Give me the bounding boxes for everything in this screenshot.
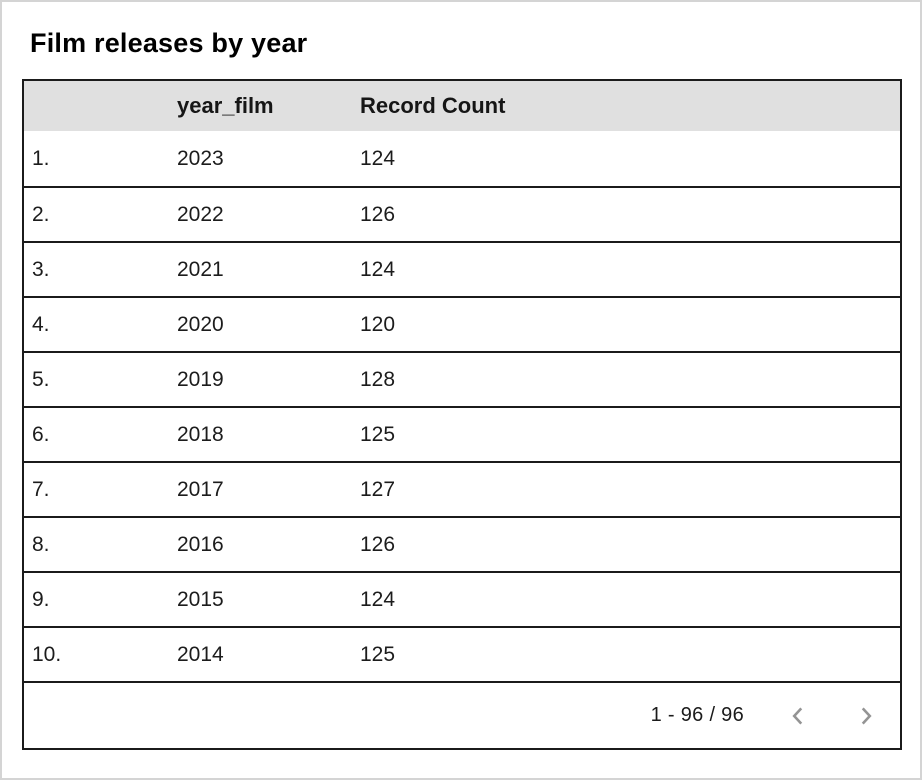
table-row: 7. 2017 127 bbox=[24, 461, 900, 516]
record-count-cell: 125 bbox=[360, 642, 396, 666]
year-film-cell: 2014 bbox=[177, 642, 224, 666]
row-index: 2. bbox=[32, 202, 50, 226]
table-row: 5. 2019 128 bbox=[24, 351, 900, 406]
previous-page-button[interactable] bbox=[784, 702, 812, 730]
record-count-cell: 124 bbox=[360, 257, 396, 281]
row-index: 9. bbox=[32, 587, 50, 611]
row-index: 1. bbox=[32, 146, 50, 170]
year-film-cell: 2015 bbox=[177, 587, 224, 611]
year-film-cell: 2016 bbox=[177, 532, 224, 556]
table-header-row: year_film Record Count bbox=[24, 81, 900, 131]
chevron-right-icon bbox=[853, 703, 879, 729]
row-index: 4. bbox=[32, 312, 50, 336]
record-count-cell: 126 bbox=[360, 202, 396, 226]
chart-title: Film releases by year bbox=[30, 28, 308, 58]
year-film-cell: 2022 bbox=[177, 202, 224, 226]
row-index: 5. bbox=[32, 367, 50, 391]
table-row: 1. 2023 124 bbox=[24, 131, 900, 186]
table-row: 4. 2020 120 bbox=[24, 296, 900, 351]
year-film-cell: 2023 bbox=[177, 146, 224, 170]
next-page-button[interactable] bbox=[852, 702, 880, 730]
record-count-cell: 120 bbox=[360, 312, 396, 336]
chevron-left-icon bbox=[785, 703, 811, 729]
year-film-cell: 2020 bbox=[177, 312, 224, 336]
row-index: 10. bbox=[32, 642, 62, 666]
year-film-cell: 2019 bbox=[177, 367, 224, 391]
row-index: 6. bbox=[32, 422, 50, 446]
record-count-cell: 124 bbox=[360, 587, 396, 611]
year-film-cell: 2017 bbox=[177, 477, 224, 501]
table-row: 8. 2016 126 bbox=[24, 516, 900, 571]
pagination-range-label: 1 - 96 / 96 bbox=[650, 704, 744, 726]
table-row: 3. 2021 124 bbox=[24, 241, 900, 296]
record-count-cell: 127 bbox=[360, 477, 396, 501]
record-count-cell: 125 bbox=[360, 422, 396, 446]
column-header-record-count[interactable]: Record Count bbox=[360, 93, 506, 118]
row-index: 8. bbox=[32, 532, 50, 556]
table-row: 9. 2015 124 bbox=[24, 571, 900, 626]
record-count-cell: 124 bbox=[360, 146, 396, 170]
year-film-cell: 2021 bbox=[177, 257, 224, 281]
row-index: 3. bbox=[32, 257, 50, 281]
table-row: 10. 2014 125 bbox=[24, 626, 900, 681]
table-row: 6. 2018 125 bbox=[24, 406, 900, 461]
record-count-cell: 128 bbox=[360, 367, 396, 391]
row-index: 7. bbox=[32, 477, 50, 501]
record-count-cell: 126 bbox=[360, 532, 396, 556]
column-header-year-film[interactable]: year_film bbox=[177, 93, 274, 118]
table-footer: 1 - 96 / 96 bbox=[24, 681, 900, 748]
table-row: 2. 2022 126 bbox=[24, 186, 900, 241]
data-table: year_film Record Count 1. 2023 124 2. 20… bbox=[22, 79, 902, 750]
year-film-cell: 2018 bbox=[177, 422, 224, 446]
